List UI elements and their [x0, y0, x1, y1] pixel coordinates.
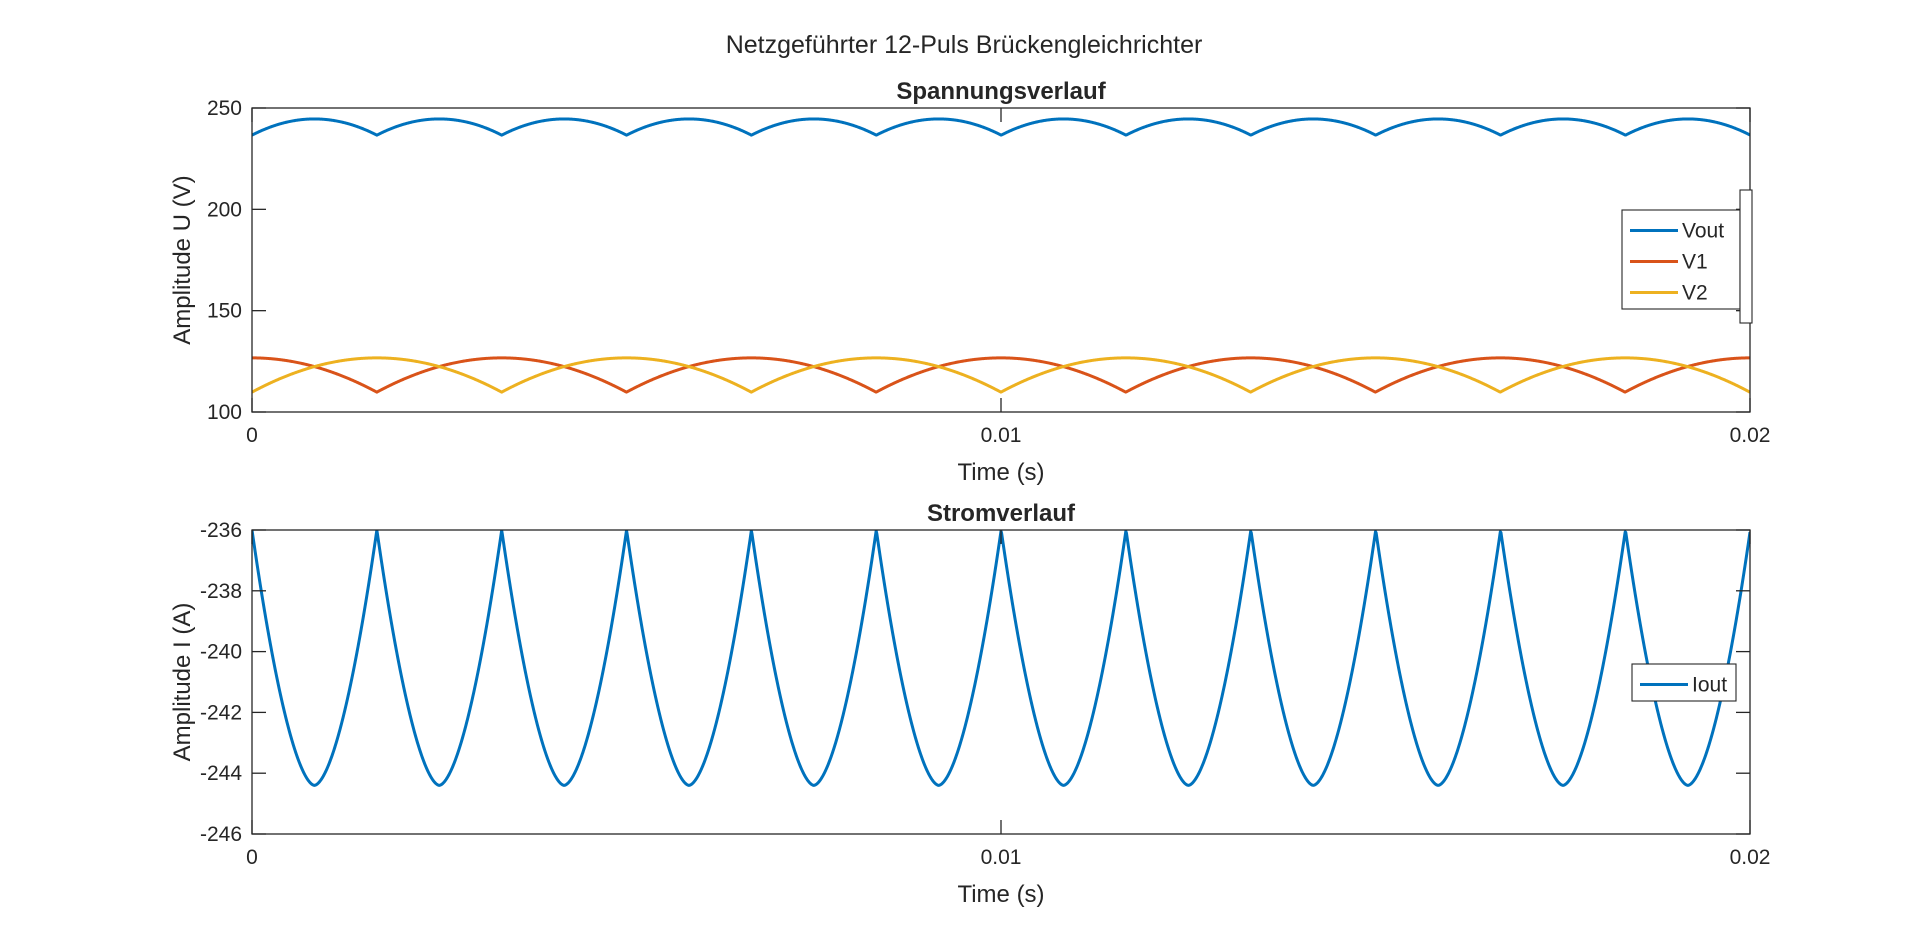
figure-title: Netzgeführter 12-Puls Brückengleichricht…	[726, 31, 1203, 59]
x-tick-label: 0	[246, 424, 258, 447]
x-axis-label: Time (s)	[957, 459, 1044, 486]
legend-box	[1631, 663, 1737, 702]
legend-label-vout: Vout	[1682, 220, 1724, 243]
series-line-vout	[252, 117, 1750, 137]
y-tick-label: 200	[207, 198, 242, 221]
plot-area	[252, 108, 1750, 412]
legend: Iout	[1631, 663, 1737, 702]
x-tick-label: 0.02	[1730, 424, 1771, 447]
y-tick-label: 150	[207, 300, 242, 323]
y-tick-label: 100	[207, 401, 242, 424]
y-tick-label: -236	[200, 519, 242, 542]
x-tick-label: 0.02	[1730, 846, 1771, 869]
subplot-title: Stromverlauf	[927, 500, 1076, 527]
y-tick-label: -240	[200, 641, 242, 664]
subplot-title: Spannungsverlauf	[896, 78, 1106, 105]
y-tick-label: -238	[200, 580, 242, 603]
x-tick-label: 0	[246, 846, 258, 869]
y-axis-label: Amplitude U (V)	[169, 175, 196, 344]
legend-label-v1: V1	[1682, 251, 1708, 274]
y-tick-label: -242	[200, 701, 242, 724]
legend: Vout V1 V2	[1621, 189, 1753, 324]
legend-label-iout: Iout	[1692, 674, 1727, 697]
legend-label-v2: V2	[1682, 282, 1708, 305]
series-line-v2	[252, 356, 1750, 394]
series-line-v1	[252, 356, 1750, 394]
x-tick-label: 0.01	[981, 846, 1022, 869]
x-axis-label: Time (s)	[957, 881, 1044, 908]
y-tick-label: 250	[207, 97, 242, 120]
y-axis-label: Amplitude I (A)	[169, 603, 196, 762]
y-tick-label: -244	[200, 762, 242, 785]
x-tick-label: 0.01	[981, 424, 1022, 447]
plot-area	[252, 530, 1750, 834]
legend-frame	[1739, 189, 1753, 324]
current-axes: 0 0.01 0.02 -246 -244 -242 -240 -238 -236 Stromve…	[169, 500, 1770, 908]
voltage-axes: 0 0.01 0.02 100 150 200 250 Spannungsverlauf Tim…	[169, 78, 1770, 486]
y-tick-label: -246	[200, 823, 242, 846]
series-group	[252, 117, 1750, 394]
